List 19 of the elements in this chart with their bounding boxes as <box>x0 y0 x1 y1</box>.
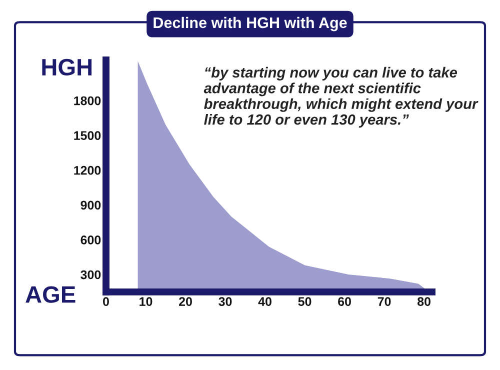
x-axis-title: AGE <box>26 286 76 303</box>
x-tick-label: 80 <box>417 297 430 306</box>
x-tick-label: 60 <box>338 297 351 306</box>
y-tick-label: 600 <box>80 236 101 244</box>
x-tick-label: 30 <box>218 297 232 306</box>
x-tick-label: 20 <box>178 297 192 306</box>
x-tick-label: 0 <box>103 297 109 306</box>
chart-title: Decline with HGH with Age <box>154 16 347 32</box>
x-tick-label: 70 <box>378 297 391 306</box>
y-tick-label: 1500 <box>74 131 101 140</box>
y-tick-label: 1200 <box>74 166 101 175</box>
x-tick-label: 50 <box>298 297 312 306</box>
x-tick-label: 10 <box>140 297 152 306</box>
x-tick-label: 40 <box>258 297 272 306</box>
annotation: “by starting now you can live to take advantage of the next scientific breakthrough, which might extend your life to 120 or even 130 years.” <box>204 66 478 128</box>
y-axis-title: HGH <box>42 58 92 76</box>
y-tick-label: 300 <box>80 270 101 280</box>
y-tick-label: 900 <box>80 200 101 210</box>
y-tick-label: 1800 <box>74 96 101 106</box>
